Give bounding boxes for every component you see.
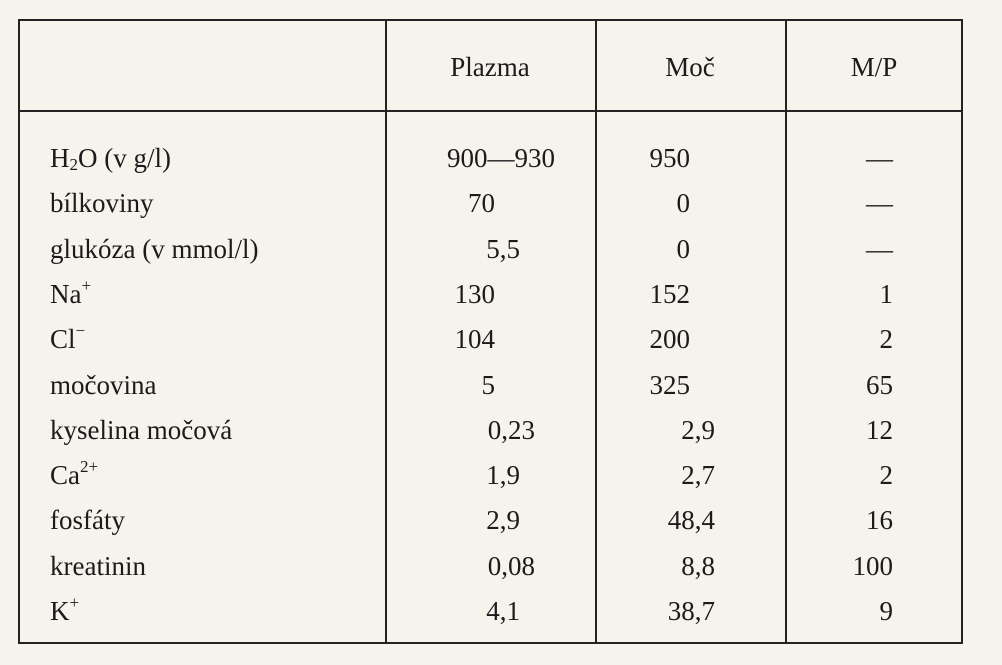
row-label-rest: O (v g/l) [78, 143, 171, 173]
row-label-text: K [50, 596, 70, 626]
row-label: fosfáty [50, 503, 125, 537]
plazma-value: 5 [481, 370, 496, 400]
mp-value: 65 [866, 370, 893, 400]
row-label-text: Ca [50, 460, 80, 490]
mp-value: 16 [866, 505, 893, 535]
row-label-text: Cl [50, 324, 76, 354]
mp-value: 2 [879, 324, 894, 354]
mp-value: 9 [879, 596, 894, 626]
mp-value: — [866, 143, 893, 173]
plazma-value: 900—930 [447, 143, 555, 173]
plazma-value: 5,5 [486, 234, 520, 264]
moc-value: 152 [649, 279, 691, 309]
row-label-superscript: 2+ [80, 457, 99, 476]
row-label-superscript: + [69, 593, 80, 612]
moc-value: 48,4 [667, 505, 715, 535]
plazma-value: 130 [454, 279, 496, 309]
row-label-text: bílkoviny [50, 188, 154, 218]
row-label: močovina [50, 368, 156, 402]
row-label: H2O (v g/l) [50, 141, 171, 175]
row-label-text: kyselina močová [50, 415, 233, 445]
row-label-text: močovina [50, 370, 157, 400]
row-label: kreatinin [50, 549, 146, 583]
row-label-text: kreatinin [50, 551, 146, 581]
header-mp: M/P [850, 52, 898, 82]
row-label: Ca2+ [50, 458, 98, 492]
header-divider [18, 110, 963, 112]
column-divider [785, 19, 787, 644]
moc-value: 0 [676, 234, 691, 264]
row-label-text: fosfáty [50, 505, 125, 535]
moc-value: 2,7 [681, 460, 715, 490]
plazma-value: 1,9 [486, 460, 520, 490]
column-divider [385, 19, 387, 644]
plazma-value: 4,1 [486, 596, 520, 626]
table-frame [18, 19, 963, 644]
mp-value: 100 [852, 551, 894, 581]
row-label-text: glukóza (v mmol/l) [50, 234, 259, 264]
row-label-superscript: + [81, 276, 92, 295]
column-divider [595, 19, 597, 644]
moc-value: 2,9 [681, 415, 715, 445]
moc-value: 200 [649, 324, 691, 354]
header-plazma: Plazma [450, 52, 530, 82]
row-label: kyselina močová [50, 413, 232, 447]
plazma-value: 0,08 [487, 551, 535, 581]
row-label: Cl− [50, 322, 85, 356]
row-label-text: Na [50, 279, 82, 309]
row-label: Na+ [50, 277, 91, 311]
moc-value: 0 [676, 188, 691, 218]
row-label: glukóza (v mmol/l) [50, 232, 258, 266]
moc-value: 8,8 [681, 551, 715, 581]
plazma-value: 104 [454, 324, 496, 354]
moc-value: 325 [649, 370, 691, 400]
mp-value: 1 [879, 279, 894, 309]
moc-value: 38,7 [667, 596, 715, 626]
moc-value: 950 [649, 143, 691, 173]
header-moc: Moč [665, 52, 715, 82]
plazma-value: 70 [468, 188, 495, 218]
row-label-subscript: 2 [69, 155, 79, 174]
plazma-value: 2,9 [486, 505, 520, 535]
plazma-value: 0,23 [487, 415, 535, 445]
mp-value: — [866, 188, 893, 218]
row-label-superscript: − [75, 321, 86, 340]
mp-value: 12 [866, 415, 893, 445]
mp-value: 2 [879, 460, 894, 490]
mp-value: — [866, 234, 893, 264]
row-label: bílkoviny [50, 186, 154, 220]
row-label-text: H [50, 143, 70, 173]
row-label: K+ [50, 594, 79, 628]
